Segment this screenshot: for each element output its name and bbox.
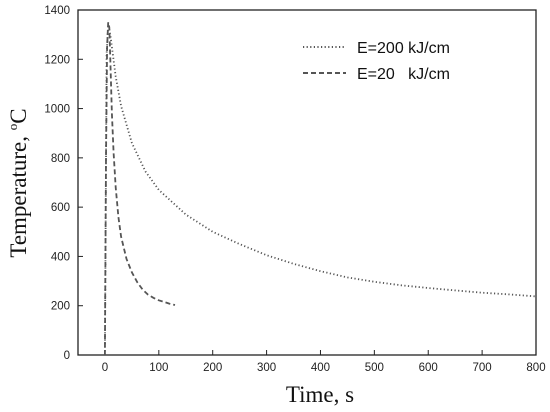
series-line-e200 xyxy=(104,24,537,356)
y-tick-label: 400 xyxy=(51,251,70,263)
y-axis-title-unit: C xyxy=(6,108,31,123)
y-tick-label: 1000 xyxy=(44,104,70,116)
x-tick-label: 400 xyxy=(311,362,330,374)
y-axis-title: Temperature, oC xyxy=(5,108,31,257)
x-tick-label: 600 xyxy=(419,362,438,374)
legend-label-e20: E=20 kJ/cm xyxy=(357,66,450,83)
x-axis-title: Time, s xyxy=(286,382,354,407)
y-tick-label: 1200 xyxy=(44,54,70,66)
x-tick-label: 500 xyxy=(365,362,384,374)
y-axis-title-degree: o xyxy=(5,124,20,131)
y-tick-label: 600 xyxy=(51,202,70,214)
x-axis-ticks: 0 100 200 300 400 500 600 700 800 xyxy=(102,350,546,374)
y-tick-label: 200 xyxy=(51,301,70,313)
legend-label-e200: E=200 kJ/cm xyxy=(357,40,450,57)
x-tick-label: 200 xyxy=(203,362,222,374)
y-tick-label: 0 xyxy=(64,350,70,362)
x-tick-label: 0 xyxy=(102,362,108,374)
y-tick-label: 800 xyxy=(51,153,70,165)
x-tick-label: 300 xyxy=(257,362,276,374)
series-line-e20 xyxy=(104,22,176,356)
legend: E=200 kJ/cm E=20 kJ/cm xyxy=(303,40,450,83)
y-axis-ticks: 0 200 400 600 800 1000 1200 1400 xyxy=(44,5,83,362)
series-layer xyxy=(104,22,537,356)
y-tick-label: 1400 xyxy=(44,5,70,17)
x-tick-label: 700 xyxy=(473,362,492,374)
x-tick-label: 100 xyxy=(149,362,168,374)
y-axis-title-main: Temperature, xyxy=(6,130,31,257)
x-tick-label: 800 xyxy=(526,362,545,374)
plot-frame xyxy=(77,9,537,356)
